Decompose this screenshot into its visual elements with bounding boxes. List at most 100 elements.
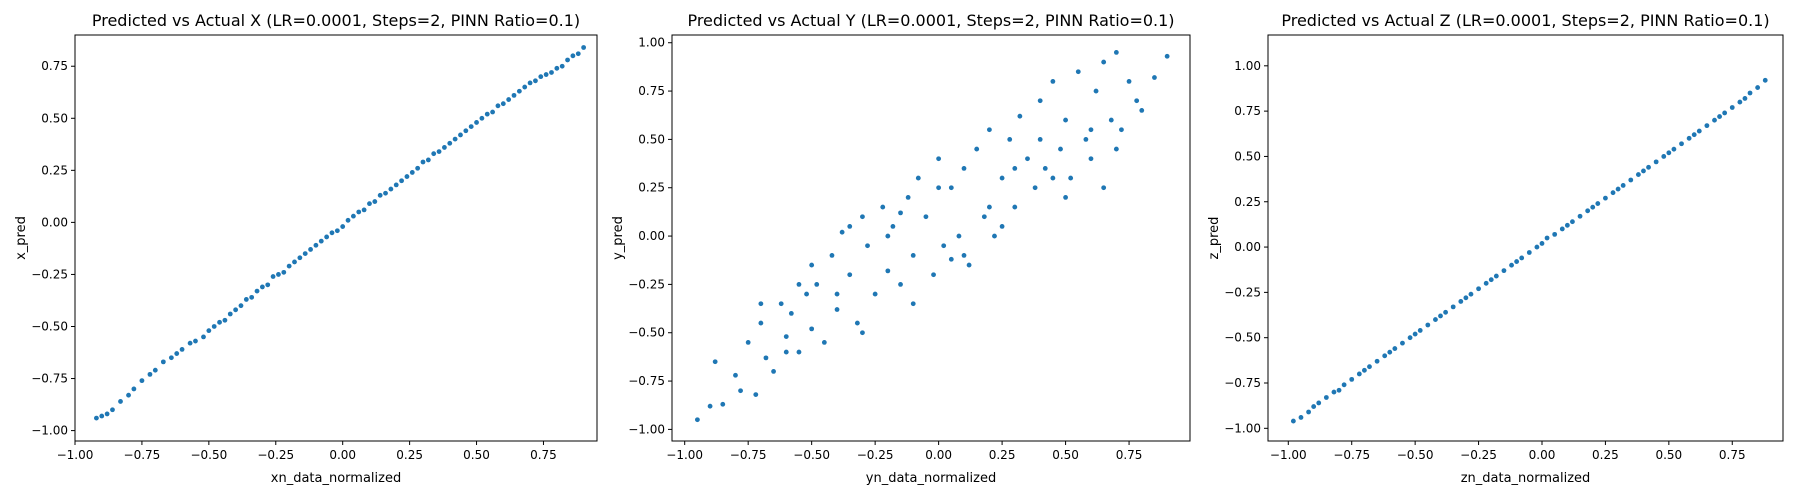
data-point <box>1367 364 1372 370</box>
data-point <box>345 217 351 223</box>
data-point <box>733 372 738 378</box>
y-tick-label: 0.50 <box>638 132 665 146</box>
data-point <box>880 204 886 210</box>
data-point <box>961 166 967 171</box>
y-tick-label: 0.50 <box>1234 149 1261 163</box>
data-point <box>436 149 442 154</box>
y-tick-label: 1.00 <box>638 36 665 50</box>
data-point <box>931 272 936 278</box>
data-point <box>324 234 330 240</box>
data-point <box>948 256 954 262</box>
data-point <box>1050 79 1056 84</box>
data-point <box>1717 114 1722 119</box>
ticks: −1.00 −0.75 −0.50 −0.25 0.00 0.25 0.50 0.75 −1.0… <box>628 36 1142 462</box>
data-point <box>442 145 447 150</box>
data-point <box>885 233 891 239</box>
data-point <box>1443 309 1448 315</box>
data-point <box>1691 132 1697 138</box>
subplot-y: Predicted vs Actual Y (LR=0.0001, Steps=… <box>611 11 1191 486</box>
data-point <box>372 199 378 204</box>
data-point <box>249 294 255 300</box>
data-point <box>1017 113 1023 119</box>
y-tick-label: 0.25 <box>1234 195 1261 209</box>
data-point <box>554 65 560 71</box>
y-axis-label: y_pred <box>611 216 626 260</box>
data-point <box>1323 395 1329 400</box>
data-point <box>1501 268 1507 274</box>
x-tick-label: 0.50 <box>463 448 490 462</box>
y-tick-label: −0.25 <box>31 267 68 281</box>
data-point <box>872 291 878 297</box>
y-tick-label: −0.25 <box>628 277 665 291</box>
data-point <box>890 224 896 229</box>
y-tick-label: −0.50 <box>628 326 665 340</box>
y-tick-label: 0.00 <box>638 229 665 243</box>
data-point <box>860 330 865 336</box>
data-point <box>1387 349 1393 355</box>
x-tick-label: −0.75 <box>730 448 767 462</box>
data-point <box>753 392 759 397</box>
data-point <box>458 132 463 138</box>
data-point <box>276 272 281 277</box>
data-point <box>1595 201 1601 206</box>
data-point <box>788 311 794 316</box>
y-tick-label: 0.75 <box>41 59 68 73</box>
data-point <box>484 111 490 117</box>
data-point <box>292 259 297 265</box>
x-tick-label: −0.75 <box>1333 448 1370 462</box>
data-point <box>707 403 713 409</box>
data-point <box>522 84 528 90</box>
data-point <box>1559 226 1565 232</box>
data-point <box>898 210 903 216</box>
data-point <box>1101 185 1107 191</box>
x-tick-label: 0.25 <box>1592 448 1619 462</box>
y-tick-label: 0.25 <box>41 163 68 177</box>
data-point <box>388 186 394 192</box>
data-point <box>399 178 404 184</box>
data-point <box>1458 299 1464 304</box>
data-point <box>1356 371 1362 377</box>
data-point <box>495 103 501 109</box>
data-point <box>829 253 835 258</box>
data-point <box>1382 353 1388 359</box>
data-point <box>1058 146 1063 152</box>
scatter-points <box>1290 77 1768 424</box>
data-point <box>179 346 185 352</box>
data-point <box>474 120 479 125</box>
data-point <box>126 392 131 398</box>
data-point <box>712 359 718 365</box>
data-point <box>490 109 495 115</box>
data-point <box>131 386 137 392</box>
data-point <box>1610 190 1616 196</box>
data-point <box>1341 382 1347 388</box>
data-point <box>1526 250 1532 255</box>
subplot-x: Predicted vs Actual X (LR=0.0001, Steps=… <box>14 11 598 486</box>
data-point <box>1468 291 1474 297</box>
data-point <box>738 388 743 394</box>
data-point <box>361 207 367 213</box>
x-tick-label: −0.50 <box>793 448 830 462</box>
x-tick-label: 0.75 <box>530 448 557 462</box>
data-point <box>308 247 313 252</box>
x-tick-label: 0.25 <box>396 448 423 462</box>
data-point <box>516 88 522 94</box>
data-point <box>318 238 324 244</box>
data-point <box>999 224 1005 229</box>
data-point <box>1119 127 1124 133</box>
x-tick-label: −1.00 <box>1270 448 1307 462</box>
data-point <box>1450 304 1456 310</box>
data-point <box>758 301 764 307</box>
ticks: −1.00 −0.75 −0.50 −0.25 0.00 0.25 0.50 0.75 −1.0… <box>1224 59 1745 462</box>
data-point <box>1519 255 1525 261</box>
data-point <box>1025 156 1030 162</box>
data-point <box>783 349 789 355</box>
data-point <box>543 72 549 77</box>
data-point <box>511 92 517 98</box>
data-point <box>821 340 827 345</box>
x-tick-label: −0.25 <box>1460 448 1497 462</box>
data-point <box>1671 146 1677 152</box>
data-point <box>1564 222 1570 228</box>
y-tick-label: 1.00 <box>1234 59 1261 73</box>
data-point <box>1113 50 1119 55</box>
chart-title: Predicted vs Actual Y (LR=0.0001, Steps=… <box>687 11 1174 30</box>
